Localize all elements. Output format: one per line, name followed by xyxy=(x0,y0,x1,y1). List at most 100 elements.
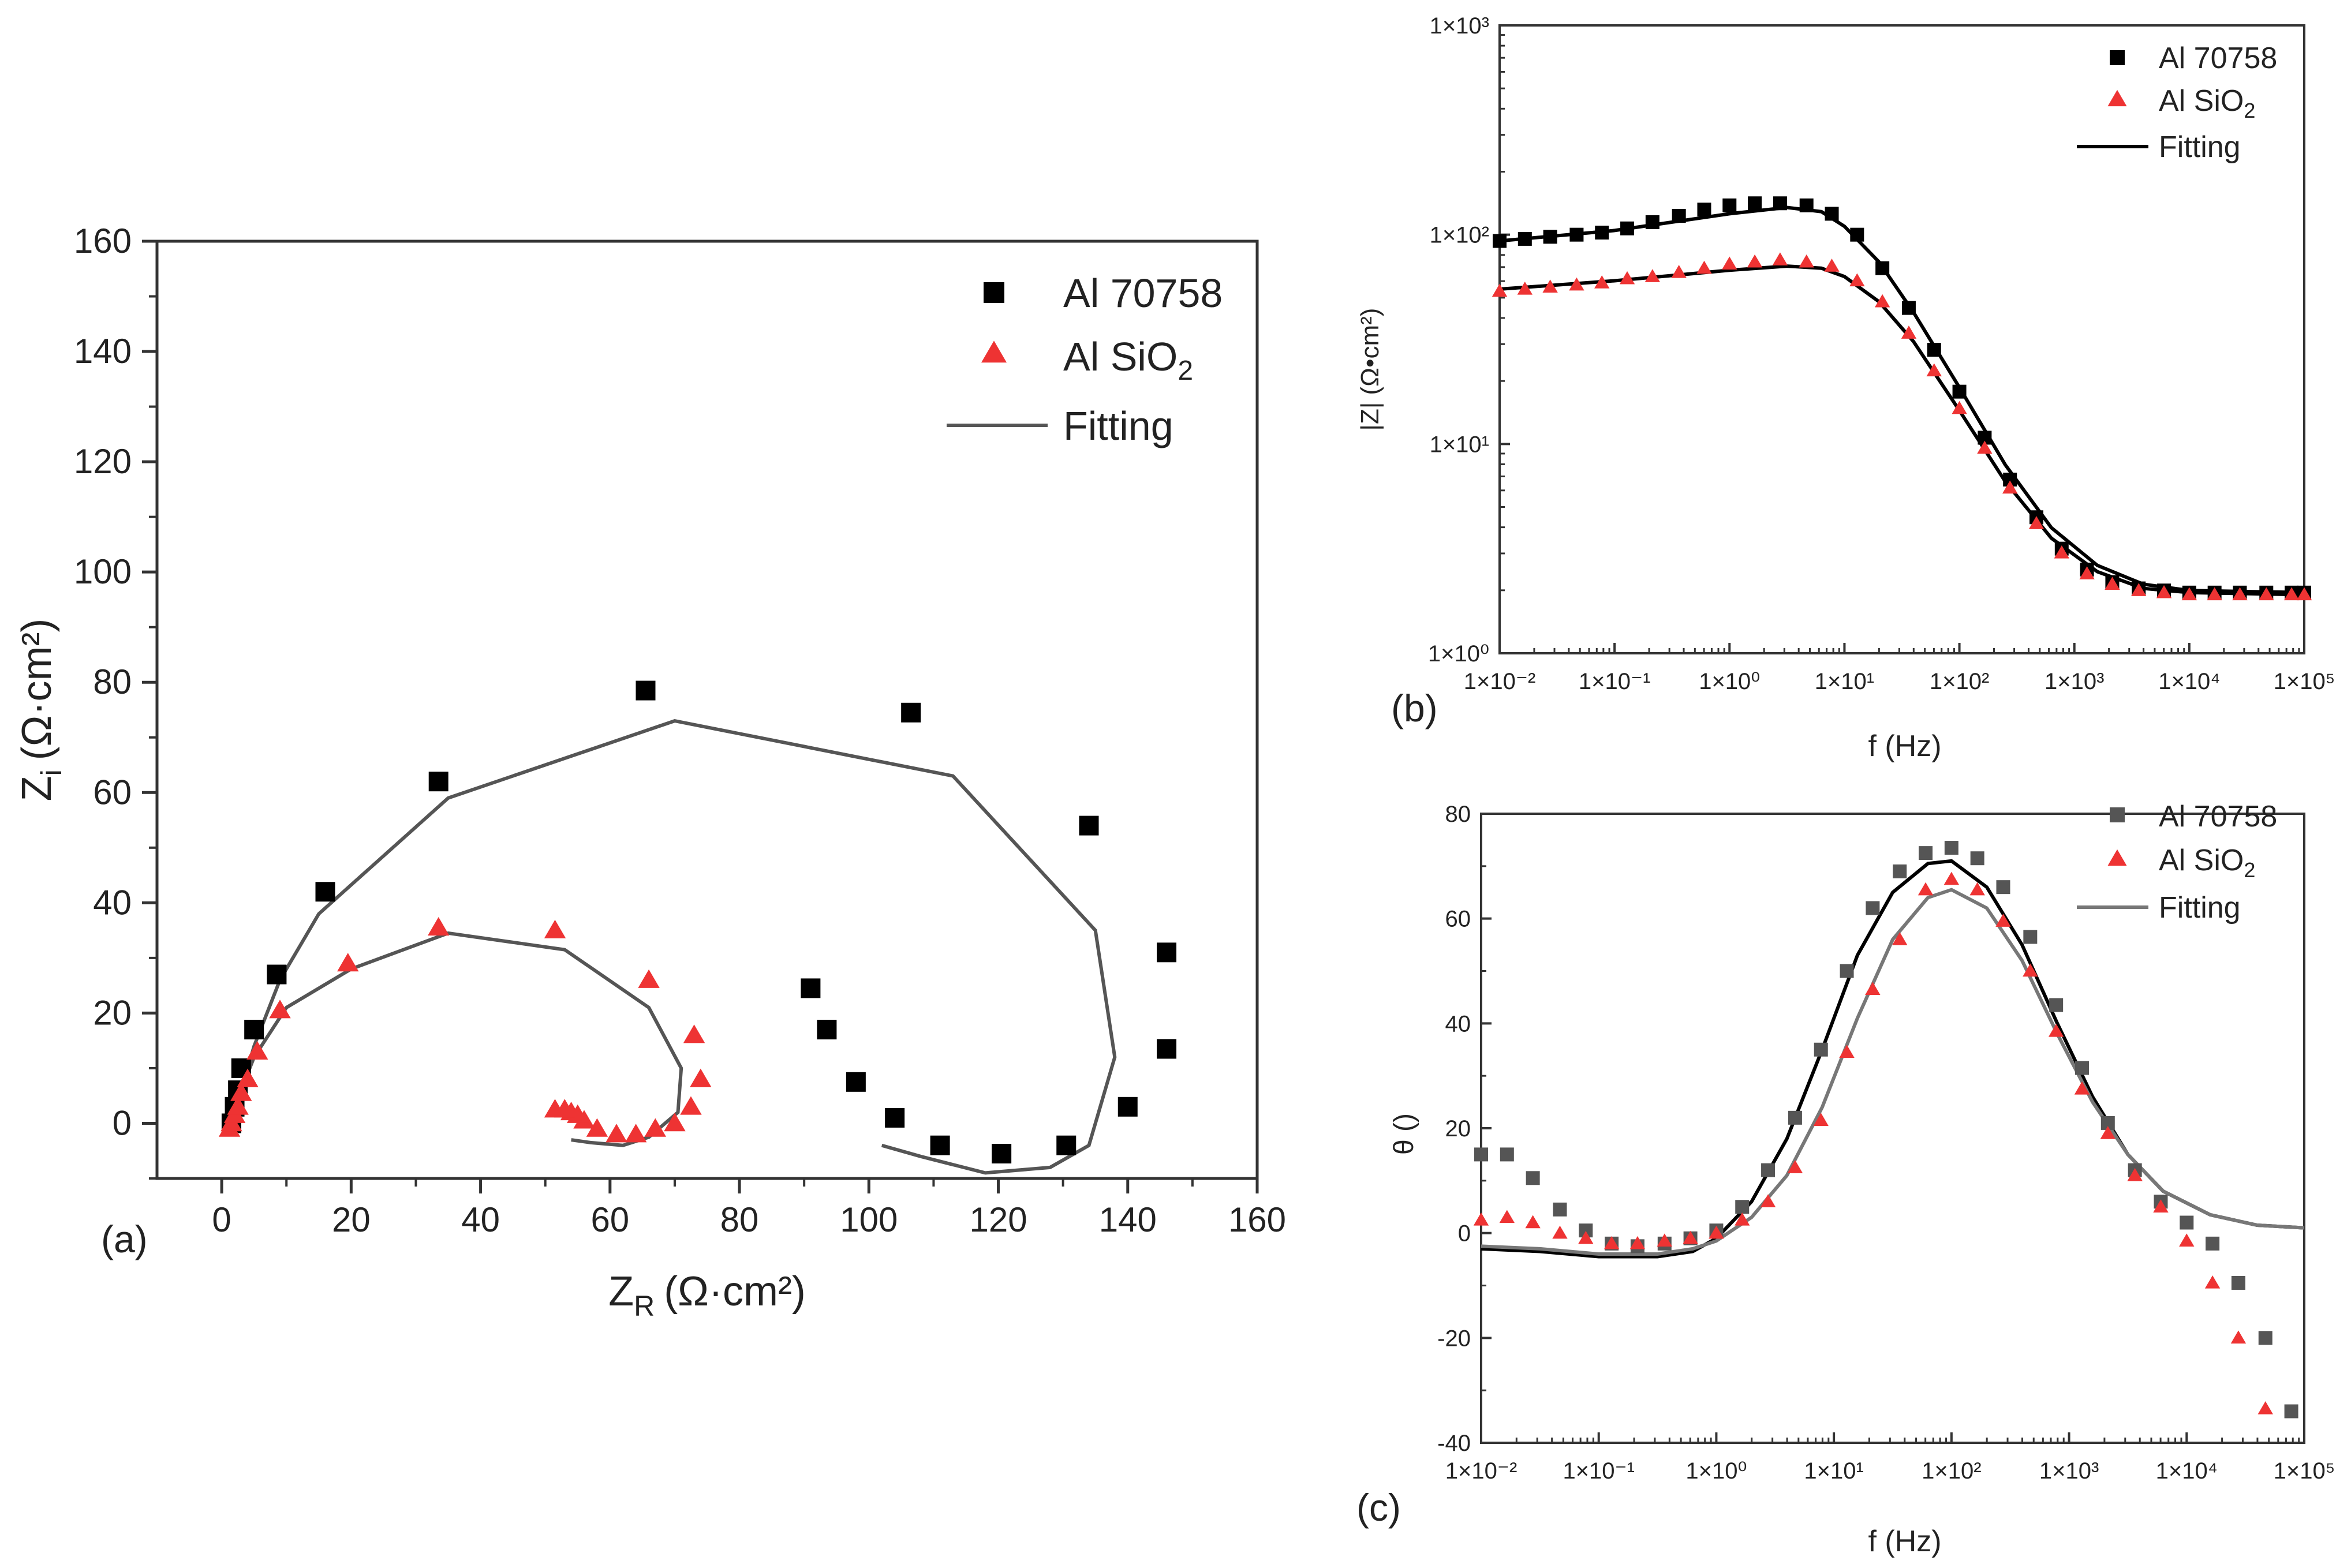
data-point-sio2-b xyxy=(2054,545,2070,559)
data-point-70758-a xyxy=(901,702,921,723)
data-point-70758-c xyxy=(2284,1404,2298,1419)
data-point-70758-b xyxy=(1620,221,1635,235)
data-point-sio2-b xyxy=(2207,587,2222,601)
y-axis-symbol-a: Z xyxy=(14,776,60,801)
legend-marker-70758-a xyxy=(984,282,1004,303)
bode-magnitude-panel-b: 1×10⁻² 1×10⁻¹ 1×10⁰ 1×10¹ 1×10² 1×10³ 1×10⁴ 1×1… xyxy=(1356,13,2335,763)
data-point-70758-c xyxy=(1814,1042,1828,1057)
y-tick-label-b: 1×10¹ xyxy=(1430,432,1489,457)
data-point-70758-b xyxy=(1927,343,1941,357)
data-point-sio2-b xyxy=(2079,566,2095,579)
x-axis-subscript-a: R xyxy=(634,1290,655,1322)
y-tick-label-c: 60 xyxy=(1445,907,1471,932)
y-axis-title-b: |Z| (Ω•cm²) xyxy=(1356,308,1384,431)
data-point-sio2-c xyxy=(1525,1215,1541,1229)
x-tick-label-c: 1×10⁰ xyxy=(1685,1458,1747,1484)
data-point-70758-c xyxy=(2075,1061,2089,1075)
data-point-sio2-c xyxy=(1892,932,1908,945)
data-point-70758-a xyxy=(817,1020,837,1040)
x-axis-title-c: f (Hz) xyxy=(1868,1525,1941,1558)
data-point-70758-b xyxy=(1595,226,1609,240)
data-point-70758-c xyxy=(1866,901,1880,915)
data-point-sio2-c xyxy=(2230,1330,2247,1344)
data-point-70758-a xyxy=(1079,815,1099,836)
data-point-sio2-b xyxy=(1696,260,1712,274)
data-point-sio2-c xyxy=(2257,1401,2273,1414)
data-point-70758-c xyxy=(1500,1147,1514,1162)
x-tick-label-c: 1×10⁴ xyxy=(2156,1458,2218,1484)
legend-marker-70758-c xyxy=(2110,807,2125,822)
data-point-70758-c xyxy=(2023,930,2038,944)
x-axis-symbol-a: Z xyxy=(608,1268,634,1315)
legend-label-sio2-sub-b: 2 xyxy=(2244,99,2255,122)
y-tick-label-c: -40 xyxy=(1437,1431,1471,1456)
data-point-sio2-a xyxy=(625,1124,647,1143)
data-point-sio2-c xyxy=(1943,871,1960,885)
data-point-70758-a xyxy=(1157,942,1177,963)
data-point-sio2-a xyxy=(337,953,359,972)
data-point-sio2-b xyxy=(1722,256,1737,270)
y-axis-title-c: θ () xyxy=(1389,1113,1419,1155)
data-point-70758-a xyxy=(244,1020,264,1040)
data-point-sio2-a xyxy=(544,919,566,938)
data-point-sio2-b xyxy=(1747,254,1763,268)
data-point-sio2-c xyxy=(2127,1167,2143,1181)
data-point-sio2-b xyxy=(2105,577,2120,590)
data-point-sio2-b xyxy=(2181,587,2197,601)
fitting-curve-a xyxy=(230,719,1117,1175)
data-point-sio2-b xyxy=(1901,325,1917,339)
data-point-sio2-b xyxy=(1799,254,1814,268)
data-point-sio2-c xyxy=(1995,914,2011,927)
data-point-70758-a xyxy=(267,964,287,985)
data-point-70758-c xyxy=(2180,1215,2194,1230)
data-point-sio2-c xyxy=(2023,963,2038,977)
nyquist-panel-a: 0 20 40 60 80 100 120 140 160 0 20 40 60 80 100 120 140 1… xyxy=(14,222,1286,1322)
x-tick-label-a: 60 xyxy=(590,1200,629,1239)
data-point-sio2-b xyxy=(1619,271,1635,285)
data-point-70758-c xyxy=(1474,1147,1488,1162)
legend-label-sio2-b: Al SiO2 xyxy=(2159,84,2255,122)
data-point-70758-c xyxy=(1944,841,1958,855)
data-point-sio2-c xyxy=(2179,1233,2195,1247)
legend-marker-sio2-a xyxy=(981,340,1007,363)
data-point-70758-a xyxy=(315,882,335,902)
data-point-70758-c xyxy=(2049,998,2064,1012)
data-point-70758-c xyxy=(1919,846,1933,860)
fitting-curve-b xyxy=(1499,205,2305,594)
data-point-sio2-a xyxy=(230,1082,252,1101)
data-point-70758-b xyxy=(1748,196,1762,211)
data-point-sio2-c xyxy=(2048,1023,2064,1037)
y-tick-label-c: 0 xyxy=(1458,1221,1471,1247)
plot-frame-a xyxy=(155,239,1259,1180)
data-point-sio2-c xyxy=(1735,1212,1750,1226)
data-point-sio2-c xyxy=(1918,882,1934,896)
data-point-sio2-b xyxy=(1874,294,1890,308)
x-tick-label-a: 40 xyxy=(461,1200,500,1239)
data-point-70758-b xyxy=(1799,198,1814,212)
x-tick-label-a: 100 xyxy=(840,1200,898,1239)
y-tick-label-a: 40 xyxy=(93,883,132,922)
x-tick-label-c: 1×10² xyxy=(1922,1458,1981,1484)
data-point-70758-b xyxy=(1901,301,1916,315)
data-point-sio2-c xyxy=(2100,1126,2115,1139)
x-tick-label-b: 1×10³ xyxy=(2044,669,2104,694)
x-tick-label-c: 1×10⁻¹ xyxy=(1563,1458,1635,1484)
data-point-sio2-a xyxy=(605,1124,627,1143)
data-point-70758-c xyxy=(1788,1110,1802,1125)
y-tick-label-b: 1×10² xyxy=(1430,223,1489,248)
y-tick-label-a: 60 xyxy=(93,773,132,811)
data-point-sio2-b xyxy=(2131,583,2147,596)
x-tick-label-a: 120 xyxy=(969,1200,1027,1239)
data-point-sio2-c xyxy=(1969,882,1985,896)
data-point-sio2-a xyxy=(683,1024,705,1043)
legend-label-sio2-sub-a: 2 xyxy=(1178,355,1193,386)
legend-label-70758-a: Al 70758 xyxy=(1063,271,1223,316)
data-point-sio2-c xyxy=(1865,982,1881,996)
data-point-70758-c xyxy=(1893,864,1907,878)
data-point-70758-b xyxy=(1672,209,1686,223)
x-tick-label-c: 1×10⁻² xyxy=(1445,1458,1518,1484)
data-point-70758-b xyxy=(1518,231,1532,246)
x-tick-label-a: 0 xyxy=(212,1200,231,1239)
data-point-70758-b xyxy=(1773,196,1787,211)
x-tick-label-c: 1×10³ xyxy=(2039,1458,2099,1484)
